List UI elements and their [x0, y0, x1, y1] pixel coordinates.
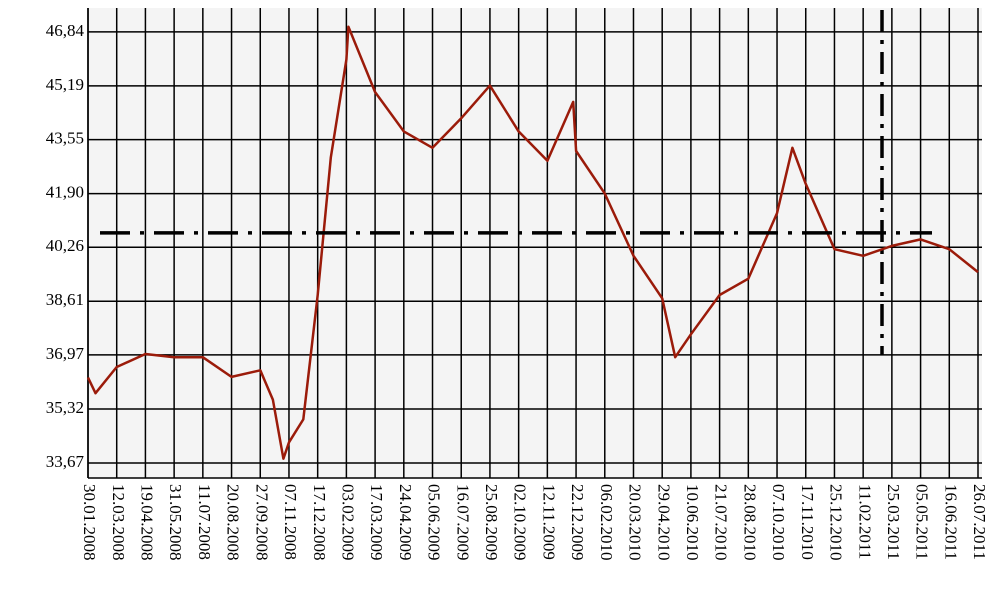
y-tick-label: 35,32 — [46, 398, 84, 417]
data-line — [86, 25, 979, 460]
x-tick-label: 17.11.2010 — [798, 484, 817, 560]
x-tick-label: 22.12.2009 — [568, 484, 587, 561]
x-tick-label: 17.03.2009 — [367, 484, 386, 561]
plot-area — [88, 8, 982, 478]
x-tick-label: 29.04.2010 — [654, 484, 673, 561]
x-tick-label: 25.08.2009 — [482, 484, 501, 561]
x-tick-label: 26.07.2011 — [970, 484, 989, 560]
x-tick-label: 28.08.2010 — [740, 484, 759, 561]
x-tick-label: 02.10.2009 — [511, 484, 530, 561]
y-tick-label: 33,67 — [46, 452, 85, 471]
x-tick-label: 10.06.2010 — [683, 484, 702, 561]
x-tick-label: 20.03.2010 — [626, 484, 645, 561]
x-tick-label: 16.07.2009 — [453, 484, 472, 561]
x-tick-label: 24.04.2009 — [396, 484, 415, 561]
y-tick-label: 43,55 — [46, 128, 84, 147]
y-tick-label: 36,97 — [46, 344, 85, 363]
y-tick-label: 38,61 — [46, 290, 84, 309]
x-tick-label: 11.07.2008 — [195, 484, 214, 560]
y-tick-label: 45,19 — [46, 75, 84, 94]
x-tick-label: 03.02.2009 — [338, 484, 357, 561]
x-tick-label: 05.05.2011 — [913, 484, 932, 560]
x-tick-label: 20.08.2008 — [224, 484, 243, 561]
x-tick-label: 16.06.2011 — [941, 484, 960, 560]
x-tick-label: 07.10.2010 — [769, 484, 788, 561]
x-tick-label: 11.02.2011 — [855, 484, 874, 559]
y-tick-label: 40,26 — [46, 236, 84, 255]
x-tick-label: 30.01.2008 — [80, 484, 99, 561]
x-tick-label: 06.02.2010 — [597, 484, 616, 561]
x-tick-label: 25.12.2010 — [827, 484, 846, 561]
y-tick-label: 41,90 — [46, 182, 84, 201]
x-tick-label: 31.05.2008 — [166, 484, 185, 561]
x-tick-label: 05.06.2009 — [425, 484, 444, 561]
x-tick-label: 21.07.2010 — [712, 484, 731, 561]
x-tick-label: 17.12.2008 — [310, 484, 329, 561]
x-tick-label: 27.09.2008 — [252, 484, 271, 561]
x-tick-label: 19.04.2008 — [138, 484, 157, 561]
x-tick-label: 07.11.2008 — [281, 484, 300, 560]
x-tick-label: 12.11.2009 — [539, 484, 558, 560]
x-tick-label: 12.03.2008 — [109, 484, 128, 561]
y-tick-label: 46,84 — [46, 21, 85, 40]
x-tick-label: 25.03.2011 — [884, 484, 903, 560]
